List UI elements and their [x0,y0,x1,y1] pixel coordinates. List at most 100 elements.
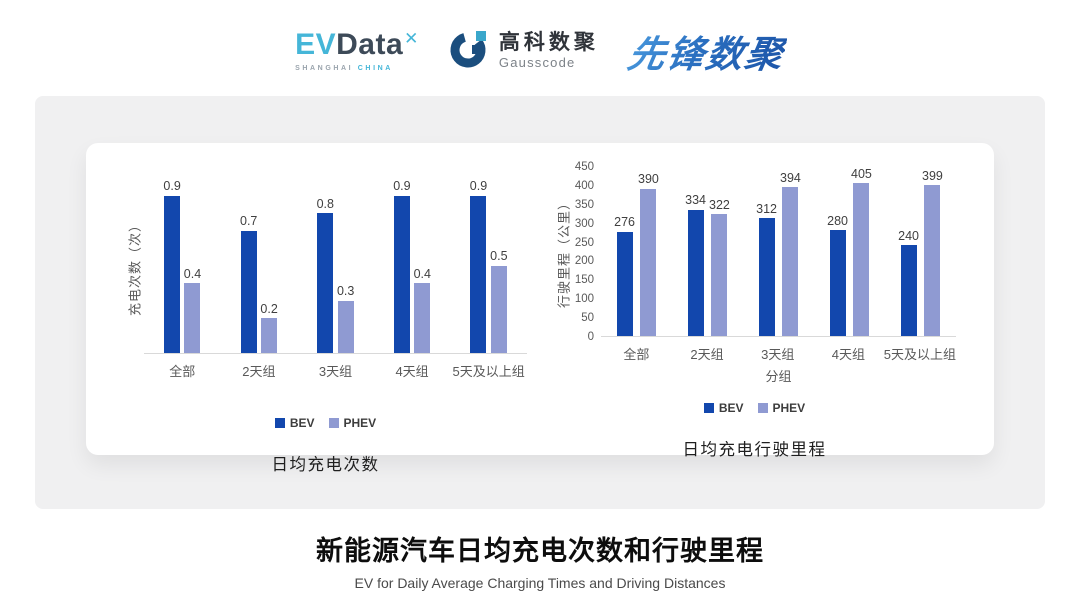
bar-value-label: 0.9 [163,179,181,193]
bar-value-label: 240 [898,228,919,243]
legend-label: PHEV [343,416,377,430]
bar-phev [261,318,278,353]
y-tick-label: 350 [574,198,594,211]
charts-row: 充电次数（次） 0.9 0.4 0.7 0.2 0.8 0.3 0.9 0.4 0.9 0.5 全部 2… [124,161,956,474]
bar-group: 280 405 [814,167,885,336]
bar-unit: 0.9 [470,180,487,353]
evdata-wordmark: EVData✕ [295,30,418,60]
bar-unit: 334 [685,194,706,336]
y-axis-label: 充电次数（次） [127,217,143,316]
bar-phev [490,265,507,353]
chart-body: 行驶里程（公里） 0 50 100 150 200 250 300 350 400 450 276 39… [553,161,956,385]
bar-value-label: 0.3 [336,284,355,298]
gausscode-g-mark-icon [448,28,490,75]
bar-phev [640,188,657,336]
bar-value-label: 0.5 [490,249,508,263]
logo-header: EVData✕ SHANGHAI CHINA 高科数聚 Gausscode 先锋… [0,0,1080,96]
bar-value-label: 276 [614,215,635,230]
bar-phev [184,283,201,353]
bar-group: 0.9 0.4 [374,180,451,353]
x-category-label: 4天组 [395,364,429,379]
bar-bev [164,195,181,353]
bar-unit: 276 [614,216,635,336]
gausscode-logo: 高科数聚 Gausscode [448,28,599,75]
bar-phev [337,300,354,353]
bar-group: 334 322 [672,194,743,336]
bar-value-label: 0.4 [183,266,202,281]
bar-pair: 0.8 0.3 [317,197,354,353]
bar-bev [470,195,487,353]
bar-unit: 0.3 [337,285,354,353]
bar-unit: 0.9 [393,180,411,353]
legend-label: BEV [718,401,744,415]
bar-value-label: 312 [756,201,777,216]
x-category-label: 2天组 [242,364,276,379]
bar-bev [900,245,917,336]
y-tick-label: 300 [574,217,594,230]
bar-bev [393,195,410,353]
chart-daily-driving-distance: 行驶里程（公里） 0 50 100 150 200 250 300 350 400 450 276 39… [553,161,956,459]
y-axis-label-wrap: 充电次数（次） [124,179,144,354]
evdata-logo: EVData✕ SHANGHAI CHINA [295,30,418,73]
bar-phev [782,187,799,336]
bar-phev [711,214,728,336]
y-axis-label-wrap: 行驶里程（公里） [553,167,573,337]
bar-unit: 0.7 [240,215,257,353]
legend-item: BEV [274,416,315,430]
bar-unit: 0.9 [163,179,181,353]
legend: BEV PHEV [553,401,956,415]
legend-item: PHEV [328,416,377,430]
bar-group: 0.9 0.4 [144,180,221,353]
bar-pair: 0.7 0.2 [240,215,278,353]
x-category-label: 3天组 [761,347,795,362]
evdata-data-text: Data [336,28,404,61]
evdata-shanghai-text: SHANGHAI [295,65,354,72]
bar-value-label: 390 [638,172,659,187]
bar-unit: 0.2 [260,301,278,353]
bar-group: 276 390 [601,173,672,336]
gausscode-en-text: Gausscode [498,54,576,70]
bar-unit: 0.8 [317,197,334,353]
y-tick-label: 0 [587,331,594,343]
chart-daily-charging-times: 充电次数（次） 0.9 0.4 0.7 0.2 0.8 0.3 0.9 0.4 0.9 0.5 全部 2… [124,167,527,474]
y-tick-label: 250 [574,236,594,249]
bar-value-label: 0.2 [260,301,278,316]
x-category-labels: 全部 2天组 3天组 4天组 5天及以上组 [601,344,956,363]
bar-group: 0.7 0.2 [221,215,298,353]
plot-area: 276 390 334 322 312 394 280 405 240 399 [601,167,956,337]
bar-phev [414,283,431,353]
bar-unit: 0.4 [413,266,431,353]
bar-value-label: 399 [922,168,943,183]
legend-item: PHEV [757,401,805,415]
bar-bev [317,213,334,353]
bar-unit: 0.5 [490,249,508,353]
x-category-label: 全部 [623,347,650,362]
page-subtitle: EV for Daily Average Charging Times and … [354,575,726,591]
chart-body: 充电次数（次） 0.9 0.4 0.7 0.2 0.8 0.3 0.9 0.4 0.9 0.5 全部 2… [124,167,527,400]
bar-bev [616,231,633,336]
y-tick-label: 400 [574,179,594,192]
bar-group: 240 399 [885,170,956,336]
bar-bev [687,209,704,336]
bar-value-label: 0.4 [413,266,431,281]
xianfeng-shuju-logo: 先锋数聚 [624,24,790,78]
x-category-label: 2天组 [690,347,724,362]
bar-unit: 394 [780,172,801,336]
bar-pair: 0.9 0.4 [163,180,201,353]
bar-unit: 322 [709,199,730,336]
page-title: 新能源汽车日均充电次数和行驶里程 [316,536,764,566]
bar-value-label: 394 [780,170,801,185]
bar-pair: 0.9 0.4 [393,180,431,353]
legend: BEV PHEV [124,416,527,430]
charts-card: 充电次数（次） 0.9 0.4 0.7 0.2 0.8 0.3 0.9 0.4 0.9 0.5 全部 2… [86,143,994,474]
bar-pair: 0.9 0.5 [470,180,508,353]
bar-unit: 399 [922,170,943,336]
bar-pair: 276 390 [614,173,659,336]
x-category-label: 3天组 [318,364,353,379]
bar-bev [758,218,775,336]
bar-unit: 0.4 [183,266,202,353]
bar-pair: 312 394 [756,172,801,336]
x-category-label: 5天及以上组 [883,347,956,362]
y-axis-label: 行驶里程（公里） [556,195,572,309]
y-tick-label: 200 [574,255,594,268]
